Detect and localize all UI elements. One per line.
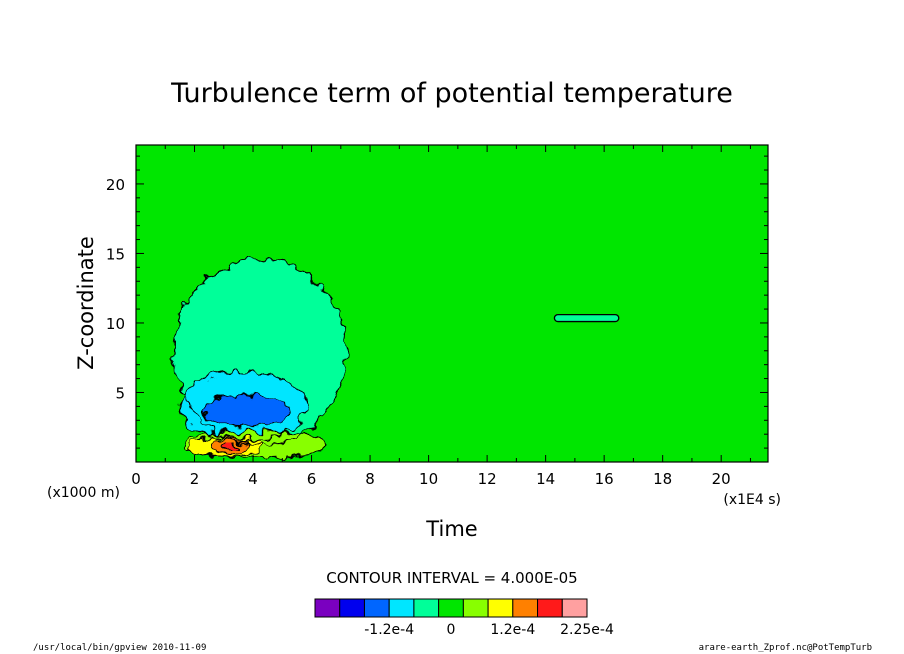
colorbar-swatch xyxy=(363,598,390,618)
y-tick-label: 20 xyxy=(106,176,125,194)
contour-line-positive xyxy=(188,436,266,458)
plot-frame xyxy=(135,144,769,463)
x-tick-label: 6 xyxy=(307,470,317,488)
colorbar-swatch xyxy=(339,598,365,618)
x-tick-label: 12 xyxy=(478,470,497,488)
isolated-contour xyxy=(553,313,620,323)
contour-line-weak-positive xyxy=(182,430,327,459)
contour-interval-label: CONTOUR INTERVAL = 4.000E-05 xyxy=(326,569,577,587)
colorbar-swatch xyxy=(561,598,588,618)
contour-line-weak-negative xyxy=(173,258,348,446)
region-strong-negative xyxy=(203,395,292,428)
colorbar-swatch xyxy=(512,598,539,618)
colorbar-label: -1.2e-4 xyxy=(364,622,414,638)
colorbar-swatch xyxy=(462,598,489,618)
x-tick-label: 10 xyxy=(419,470,438,488)
x-tick-label: 0 xyxy=(131,470,141,488)
contour-line-strong-negative xyxy=(202,394,292,428)
y-tick-label: 15 xyxy=(106,245,125,263)
contour-line-strong-positive xyxy=(211,437,251,455)
colorbar-label: 0 xyxy=(447,622,456,638)
colorbar-swatch xyxy=(314,598,341,618)
contour-line-max-positive xyxy=(220,443,240,451)
colorbar-swatch xyxy=(413,598,440,618)
x-unit-label: (x1E4 s) xyxy=(723,492,781,508)
x-tick-label: 2 xyxy=(190,470,200,488)
colorbar-swatch xyxy=(537,598,563,618)
y-tick-label: 5 xyxy=(115,384,125,402)
colorbar: -1.2e-4 0 1.2e-4 2.25e-4 xyxy=(314,598,614,638)
chart-title: Turbulence term of potential temperature xyxy=(170,78,733,109)
x-tick-label: 4 xyxy=(248,470,258,488)
x-tick-label: 18 xyxy=(653,470,672,488)
colorbar-swatch xyxy=(388,598,415,618)
contour-line-negative xyxy=(179,371,307,442)
colorbar-label: 2.25e-4 xyxy=(560,622,614,638)
footer-right: arare-earth_Zprof.nc@PotTempTurb xyxy=(699,643,872,653)
y-axis-title: Z-coordinate xyxy=(74,236,98,370)
x-axis: 0 2 4 6 8 10 12 14 16 18 20 xyxy=(131,145,751,488)
x-tick-label: 20 xyxy=(712,470,731,488)
x-tick-label: 16 xyxy=(595,470,614,488)
region-max-positive xyxy=(220,443,239,450)
colorbar-label: 1.2e-4 xyxy=(490,622,535,638)
y-unit-label: (x1000 m) xyxy=(47,485,120,501)
contour-regions xyxy=(174,259,347,458)
x-axis-title: Time xyxy=(425,517,477,541)
colorbar-swatch xyxy=(438,598,464,618)
y-axis: 5 10 15 20 xyxy=(106,155,768,463)
contour-lines xyxy=(173,258,620,459)
y-tick-label: 10 xyxy=(106,315,125,333)
x-tick-label: 8 xyxy=(365,470,375,488)
footer-left: /usr/local/bin/gpview 2010-11-09 xyxy=(33,643,206,653)
colorbar-swatch xyxy=(487,598,514,618)
x-tick-label: 14 xyxy=(536,470,555,488)
